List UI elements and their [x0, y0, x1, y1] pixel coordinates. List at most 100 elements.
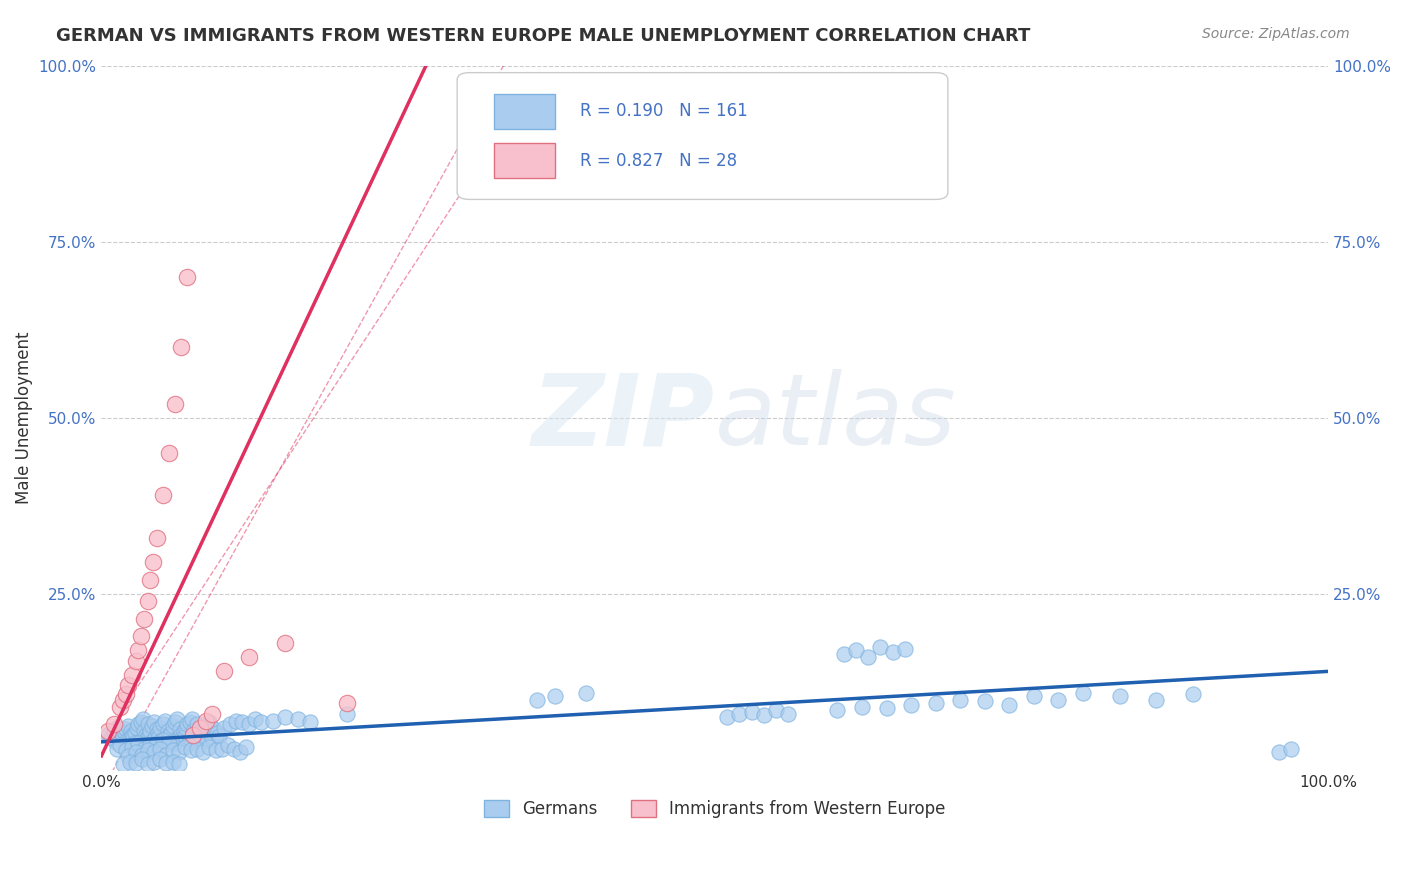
Bar	[494, 94, 555, 129]
Point	[160, 726, 183, 740]
Point	[96, 728, 118, 742]
Point	[728, 706, 751, 721]
Point	[176, 717, 198, 731]
Point	[173, 740, 195, 755]
Point	[274, 636, 297, 650]
Point	[143, 715, 166, 730]
Point	[336, 696, 359, 710]
Point	[149, 721, 172, 735]
Point	[125, 721, 148, 735]
Point	[184, 731, 207, 746]
Point	[217, 739, 239, 753]
Point	[127, 643, 149, 657]
Point	[155, 747, 177, 762]
Point	[191, 724, 214, 739]
Point	[167, 757, 190, 772]
Point	[165, 733, 187, 747]
Point	[103, 717, 125, 731]
Point	[103, 724, 125, 739]
Point	[131, 747, 153, 762]
Point	[117, 748, 139, 763]
Point	[180, 743, 202, 757]
Point	[145, 731, 167, 746]
Point	[716, 710, 738, 724]
Point	[136, 594, 159, 608]
Point	[163, 397, 186, 411]
Point	[856, 650, 879, 665]
Point	[108, 699, 131, 714]
Point	[174, 721, 197, 735]
Point	[157, 728, 180, 742]
Point	[96, 724, 118, 739]
Point	[139, 573, 162, 587]
Point	[146, 726, 169, 740]
Point	[115, 687, 138, 701]
Point	[105, 735, 128, 749]
Point	[122, 729, 145, 743]
Text: R = 0.190   N = 161: R = 0.190 N = 161	[579, 103, 748, 120]
Point	[112, 692, 135, 706]
Point	[142, 733, 165, 747]
Point	[876, 701, 898, 715]
Point	[135, 731, 157, 746]
Point	[238, 650, 260, 665]
Point	[155, 714, 177, 728]
Point	[575, 685, 598, 699]
Point	[143, 745, 166, 759]
Point	[173, 724, 195, 739]
Point	[1144, 692, 1167, 706]
Point	[139, 724, 162, 739]
Point	[105, 742, 128, 756]
Point	[131, 752, 153, 766]
Legend: Germans, Immigrants from Western Europe: Germans, Immigrants from Western Europe	[477, 794, 952, 825]
Point	[163, 736, 186, 750]
Point	[202, 722, 225, 736]
Point	[183, 724, 205, 739]
Point	[205, 726, 228, 740]
Point	[201, 706, 224, 721]
Point	[900, 698, 922, 713]
Point	[156, 724, 179, 739]
Point	[869, 640, 891, 654]
Point	[167, 745, 190, 759]
Point	[118, 755, 141, 769]
Point	[121, 740, 143, 755]
Point	[778, 706, 800, 721]
Point	[219, 717, 242, 731]
Point	[152, 717, 174, 731]
Point	[114, 726, 136, 740]
Point	[153, 735, 176, 749]
Point	[1071, 685, 1094, 699]
Point	[108, 724, 131, 739]
Point	[193, 745, 215, 759]
Text: atlas: atlas	[714, 369, 956, 467]
Point	[526, 692, 548, 706]
Point	[169, 722, 191, 736]
Point	[204, 743, 226, 757]
Point	[129, 629, 152, 643]
Point	[1047, 692, 1070, 706]
Point	[136, 757, 159, 772]
Point	[166, 712, 188, 726]
Point	[118, 731, 141, 746]
Point	[222, 742, 245, 756]
Point	[212, 665, 235, 679]
Point	[1022, 689, 1045, 703]
Bar	[494, 143, 555, 178]
Point	[1279, 742, 1302, 756]
Point	[167, 731, 190, 746]
Point	[544, 689, 567, 703]
Point	[115, 733, 138, 747]
Point	[136, 717, 159, 731]
Point	[134, 724, 156, 739]
Point	[172, 731, 194, 746]
Point	[181, 712, 204, 726]
Point	[117, 678, 139, 692]
Point	[198, 740, 221, 755]
Point	[145, 531, 167, 545]
Point	[211, 742, 233, 756]
Point	[262, 714, 284, 728]
Point	[188, 721, 211, 735]
Point	[143, 755, 166, 769]
Point	[173, 729, 195, 743]
